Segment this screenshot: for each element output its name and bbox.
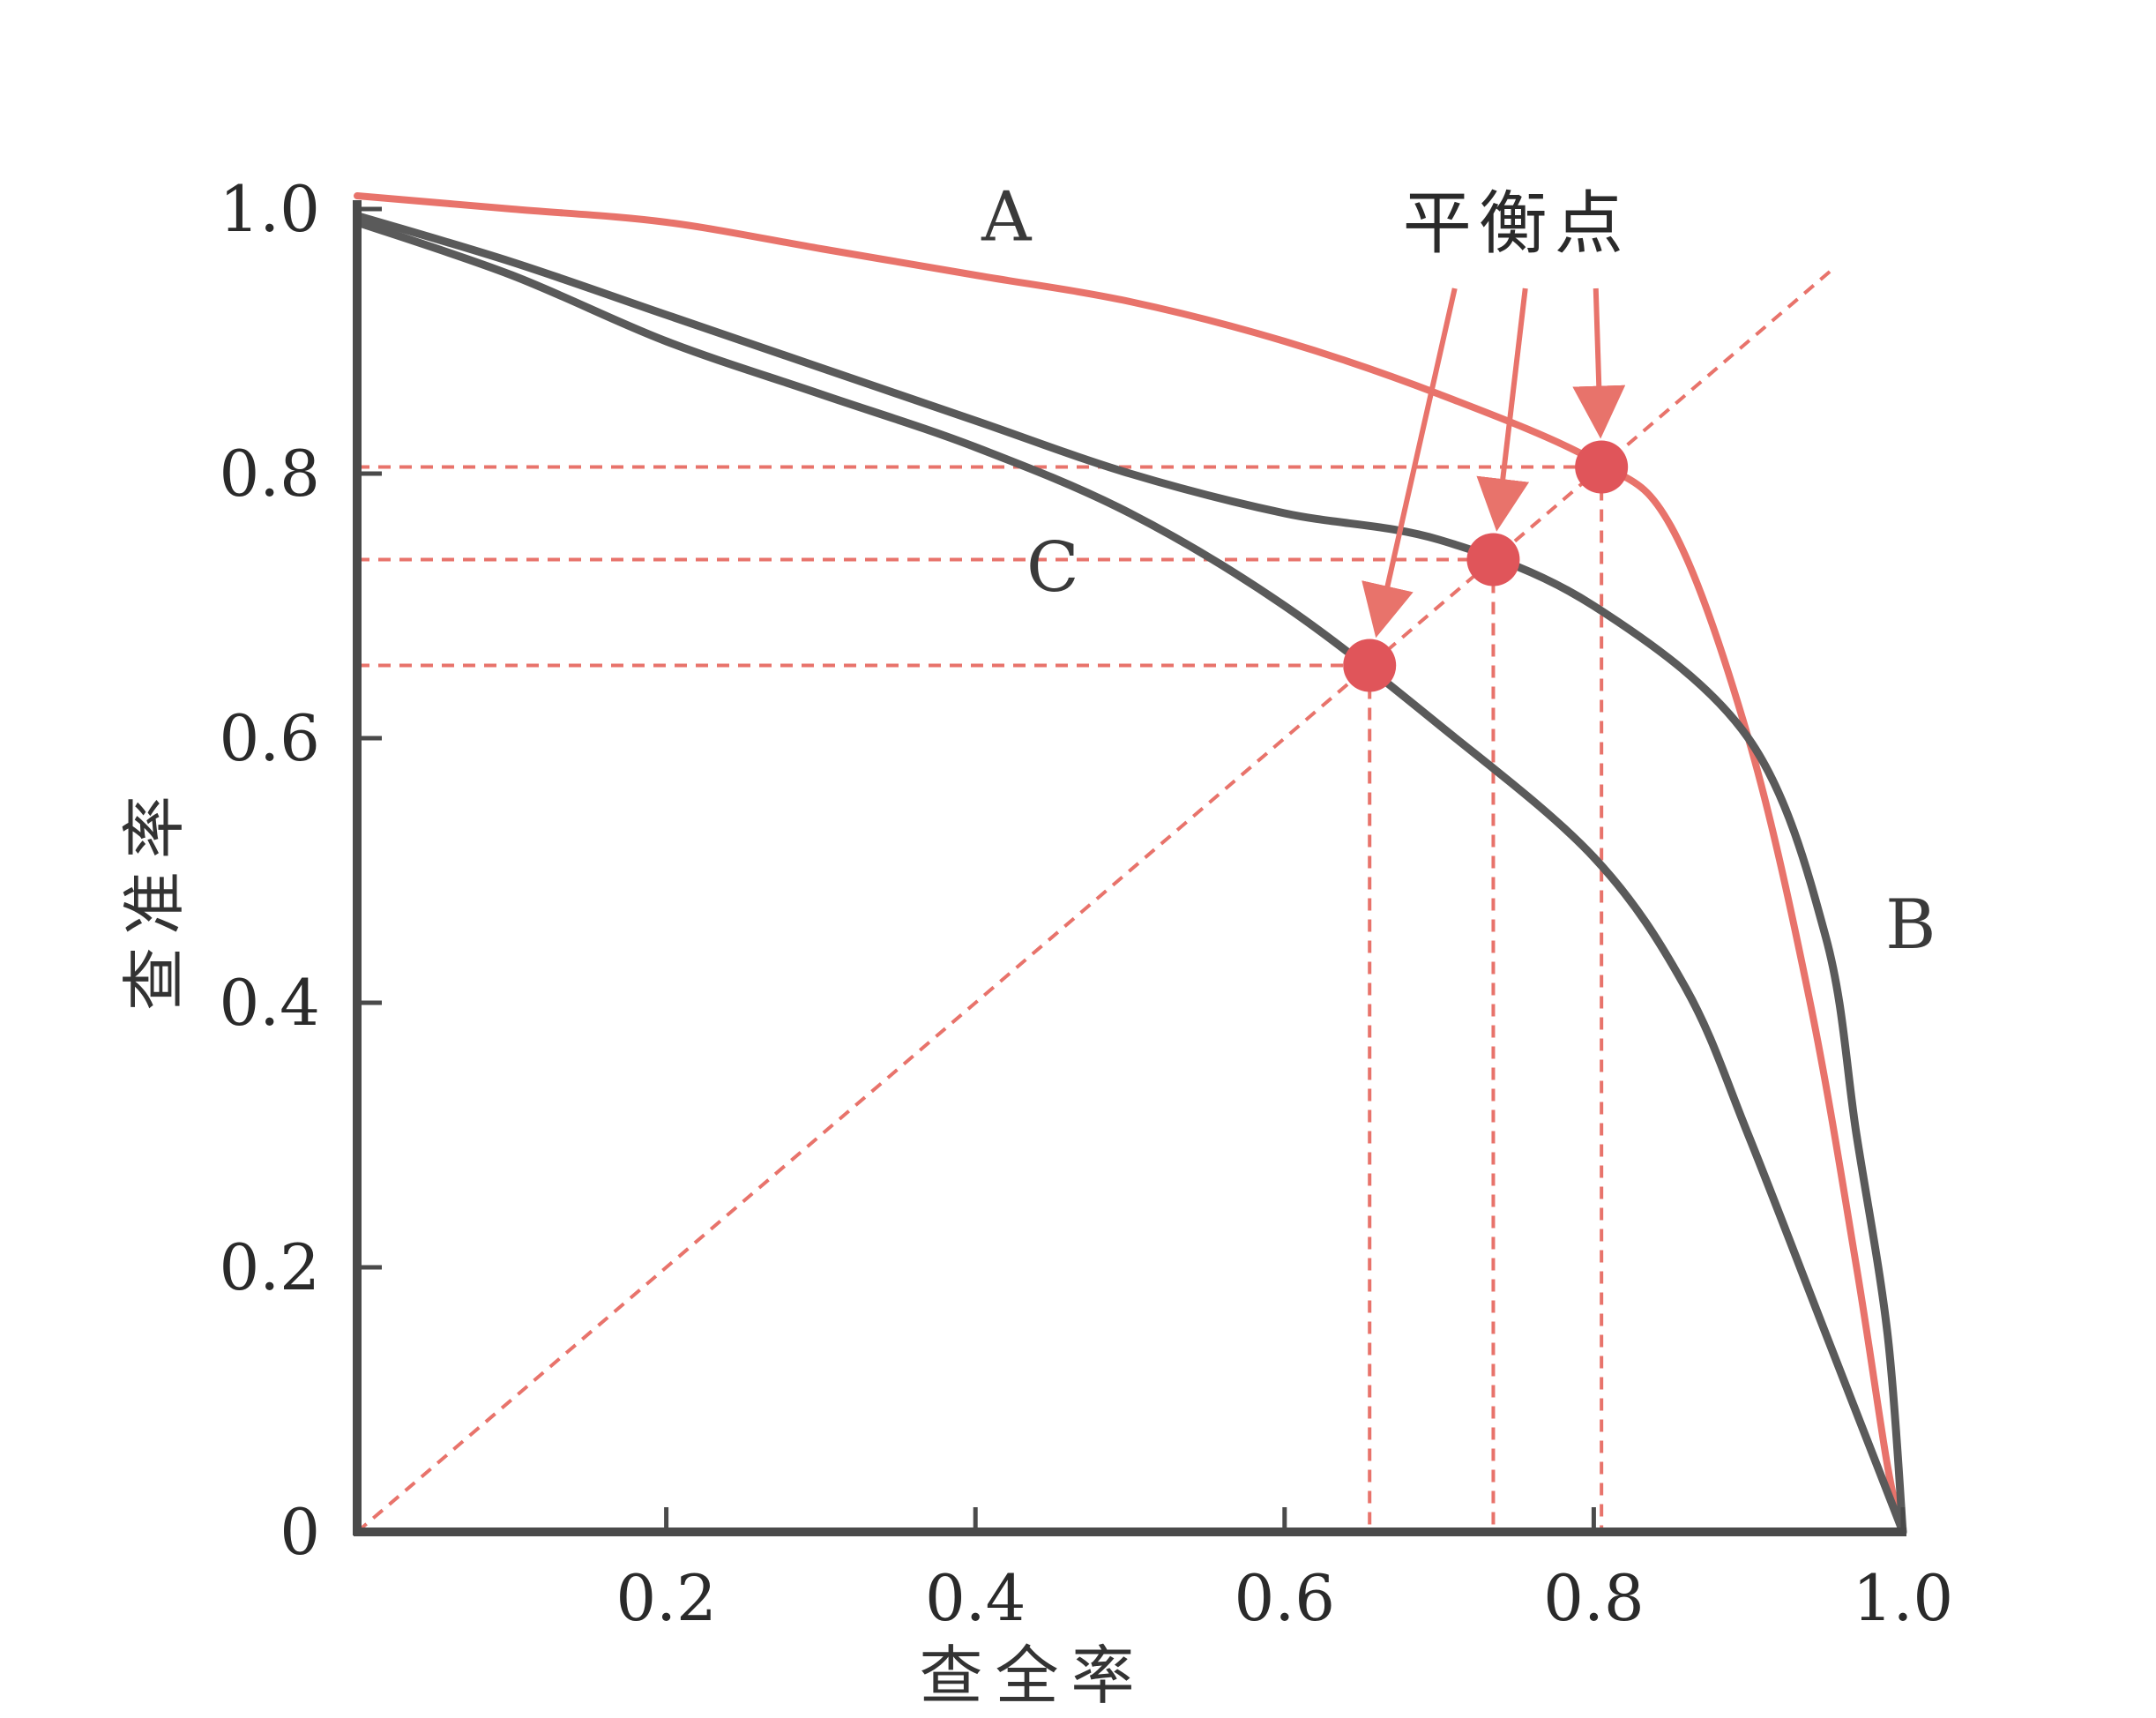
annotation-arrow <box>1572 288 1626 439</box>
y-tick-label: 0.4 <box>219 966 320 1040</box>
break-even-point-C <box>1343 639 1397 692</box>
break-even-point-A <box>1575 440 1629 494</box>
x-tick-label: 0.6 <box>1235 1561 1336 1635</box>
x-tick-label: 0.2 <box>615 1561 717 1635</box>
break-even-annotation: 平衡点 <box>1403 184 1630 264</box>
series-line-C <box>353 218 1907 1536</box>
series-line-A <box>354 192 1906 1535</box>
x-tick-label: 0.8 <box>1543 1561 1645 1635</box>
annotation-arrow <box>1361 288 1458 639</box>
curve-label-B: B <box>1885 885 1936 965</box>
y-tick-label: 1.0 <box>219 172 320 246</box>
break-even-point-B <box>1466 533 1520 586</box>
y-tick-label: 0.6 <box>219 701 320 775</box>
y-tick-label: 0.8 <box>219 437 320 511</box>
x-tick-label: 0.4 <box>925 1561 1026 1635</box>
x-axis-title: 查全率 <box>919 1639 1146 1713</box>
y-axis-title: 查准率 <box>117 783 191 1011</box>
labels: 0.2 0.4 0.6 0.8 1.0 0 0.2 0.4 0.6 0.8 1.0 查全率 查准率 A B C… <box>117 172 1953 1713</box>
curve-label-C: C <box>1026 528 1079 608</box>
x-tick-label: 1.0 <box>1853 1561 1954 1635</box>
annotation-arrow <box>1476 288 1530 532</box>
axes <box>353 200 1906 1536</box>
curve-label-A: A <box>981 178 1033 258</box>
y-tick-label: 0.2 <box>219 1230 320 1304</box>
y-tick-label: 0 <box>280 1495 320 1569</box>
series-line-B <box>353 212 1907 1536</box>
plot-area <box>353 192 1907 1536</box>
